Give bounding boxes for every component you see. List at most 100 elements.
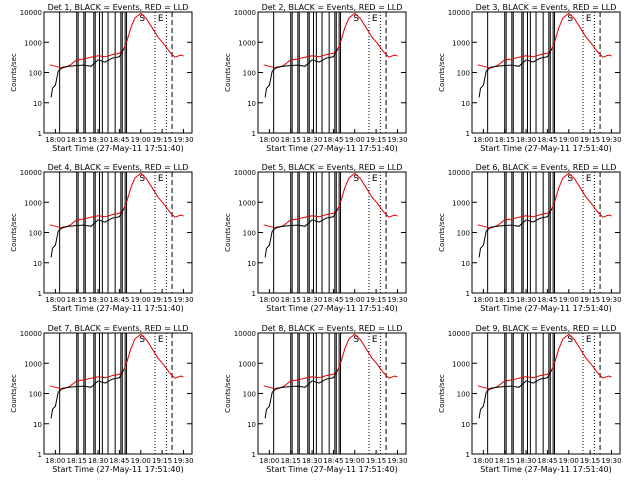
marker-label: E bbox=[158, 335, 164, 345]
x-tick-label: 18:15 bbox=[495, 457, 515, 465]
panel-title: Det 1, BLACK = Events, RED = LLD bbox=[48, 3, 189, 12]
y-axis-label: Counts/sec bbox=[224, 53, 232, 92]
y-tick-label: 1000 bbox=[452, 39, 470, 47]
y-tick-label: 100 bbox=[29, 391, 42, 399]
x-tick-label: 19:00 bbox=[345, 296, 365, 304]
plot-frame bbox=[43, 332, 193, 455]
y-axis-label: Counts/sec bbox=[10, 53, 18, 92]
x-tick-label: 18:45 bbox=[109, 296, 129, 304]
x-tick-label: 18:30 bbox=[88, 136, 108, 144]
x-axis-label: Start Time (27-May-11 17:51:40) bbox=[266, 465, 397, 474]
detector-panel-8: Det 8, BLACK = Events, RED = LLD S E 1 10 100… bbox=[224, 324, 408, 474]
y-tick-label: 1000 bbox=[24, 39, 42, 47]
y-tick-label: 10000 bbox=[448, 9, 470, 17]
marker-label: E bbox=[586, 335, 592, 345]
x-tick-label: 18:45 bbox=[537, 457, 557, 465]
lld-series-line bbox=[263, 333, 398, 390]
lld-series-line bbox=[477, 12, 612, 69]
x-tick-label: 18:00 bbox=[473, 296, 493, 304]
y-tick-label: 10000 bbox=[20, 169, 42, 177]
y-tick-label: 1 bbox=[466, 130, 470, 138]
x-tick-label: 19:00 bbox=[345, 136, 365, 144]
panel-title: Det 6, BLACK = Events, RED = LLD bbox=[476, 163, 617, 172]
x-tick-label: 19:30 bbox=[173, 136, 193, 144]
x-tick-label: 19:15 bbox=[580, 296, 600, 304]
marker-label: E bbox=[158, 174, 164, 184]
x-tick-label: 18:15 bbox=[495, 296, 515, 304]
x-axis-label: Start Time (27-May-11 17:51:40) bbox=[480, 465, 611, 474]
lld-series-line bbox=[49, 172, 184, 229]
x-tick-label: 18:15 bbox=[67, 457, 87, 465]
y-tick-label: 1000 bbox=[238, 360, 256, 368]
marker-label: E bbox=[586, 174, 592, 184]
detector-panel-1: Det 1, BLACK = Events, RED = LLD S E 1 10 100… bbox=[10, 3, 194, 153]
lld-series-line bbox=[49, 333, 184, 390]
x-tick-label: 18:00 bbox=[259, 296, 279, 304]
x-tick-label: 18:30 bbox=[516, 296, 536, 304]
x-tick-label: 19:30 bbox=[387, 457, 407, 465]
y-axis-label: Counts/sec bbox=[224, 213, 232, 252]
x-tick-label: 19:00 bbox=[131, 296, 151, 304]
y-tick-label: 1 bbox=[38, 130, 42, 138]
y-tick-label: 1 bbox=[38, 290, 42, 298]
x-tick-label: 19:30 bbox=[173, 296, 193, 304]
y-tick-label: 10 bbox=[461, 421, 470, 429]
x-tick-label: 19:00 bbox=[345, 457, 365, 465]
y-tick-label: 10 bbox=[33, 421, 42, 429]
y-tick-label: 10000 bbox=[20, 9, 42, 17]
y-tick-label: 10 bbox=[33, 260, 42, 268]
plot-frame bbox=[257, 171, 407, 294]
detector-panel-4: Det 4, BLACK = Events, RED = LLD S E 1 10 100… bbox=[10, 163, 194, 313]
x-tick-label: 18:30 bbox=[302, 296, 322, 304]
y-tick-label: 10000 bbox=[234, 9, 256, 17]
y-tick-label: 1 bbox=[466, 451, 470, 459]
events-series-line bbox=[50, 208, 125, 258]
y-tick-label: 10 bbox=[33, 100, 42, 108]
y-tick-label: 100 bbox=[243, 70, 256, 78]
events-series-line bbox=[264, 48, 339, 98]
marker-label: E bbox=[372, 335, 378, 345]
x-tick-label: 19:30 bbox=[387, 296, 407, 304]
x-axis-label: Start Time (27-May-11 17:51:40) bbox=[52, 144, 183, 153]
x-tick-label: 19:15 bbox=[580, 457, 600, 465]
x-tick-label: 18:30 bbox=[302, 136, 322, 144]
y-tick-label: 1 bbox=[252, 290, 256, 298]
y-tick-label: 100 bbox=[243, 230, 256, 238]
x-tick-label: 18:00 bbox=[259, 457, 279, 465]
detector-panel-9: Det 9, BLACK = Events, RED = LLD S E 1 10 100… bbox=[438, 324, 622, 474]
x-tick-label: 19:15 bbox=[152, 296, 172, 304]
panel-title: Det 8, BLACK = Events, RED = LLD bbox=[262, 324, 403, 333]
x-tick-label: 19:15 bbox=[366, 136, 386, 144]
detector-panel-2: Det 2, BLACK = Events, RED = LLD S E 1 10 100… bbox=[224, 3, 408, 153]
x-tick-label: 18:30 bbox=[516, 136, 536, 144]
detector-panel-6: Det 6, BLACK = Events, RED = LLD S E 1 10 100… bbox=[438, 163, 622, 313]
x-tick-label: 18:45 bbox=[537, 296, 557, 304]
y-tick-label: 1000 bbox=[24, 360, 42, 368]
marker-label: S bbox=[353, 335, 359, 345]
x-tick-label: 19:00 bbox=[559, 296, 579, 304]
x-tick-label: 18:00 bbox=[45, 296, 65, 304]
marker-label: S bbox=[139, 174, 145, 184]
y-tick-label: 10000 bbox=[20, 330, 42, 338]
y-tick-label: 10 bbox=[461, 100, 470, 108]
marker-label: S bbox=[567, 14, 573, 24]
x-tick-label: 19:15 bbox=[580, 136, 600, 144]
marker-label: S bbox=[139, 335, 145, 345]
y-tick-label: 1000 bbox=[238, 39, 256, 47]
lld-series-line bbox=[263, 12, 398, 69]
x-tick-label: 19:30 bbox=[601, 457, 621, 465]
plot-frame bbox=[471, 171, 621, 294]
y-tick-label: 10000 bbox=[234, 330, 256, 338]
x-tick-label: 18:15 bbox=[281, 296, 301, 304]
detector-panel-3: Det 3, BLACK = Events, RED = LLD S E 1 10 100… bbox=[438, 3, 622, 153]
y-axis-label: Counts/sec bbox=[438, 213, 446, 252]
x-tick-label: 19:00 bbox=[559, 457, 579, 465]
y-axis-label: Counts/sec bbox=[10, 213, 18, 252]
y-tick-label: 1 bbox=[38, 451, 42, 459]
panel-title: Det 2, BLACK = Events, RED = LLD bbox=[262, 3, 403, 12]
detector-panel-7: Det 7, BLACK = Events, RED = LLD S E 1 10 100… bbox=[10, 324, 194, 474]
plot-frame bbox=[471, 11, 621, 134]
x-tick-label: 19:00 bbox=[131, 457, 151, 465]
y-tick-label: 1000 bbox=[238, 199, 256, 207]
detector-panel-5: Det 5, BLACK = Events, RED = LLD S E 1 10 100… bbox=[224, 163, 408, 313]
